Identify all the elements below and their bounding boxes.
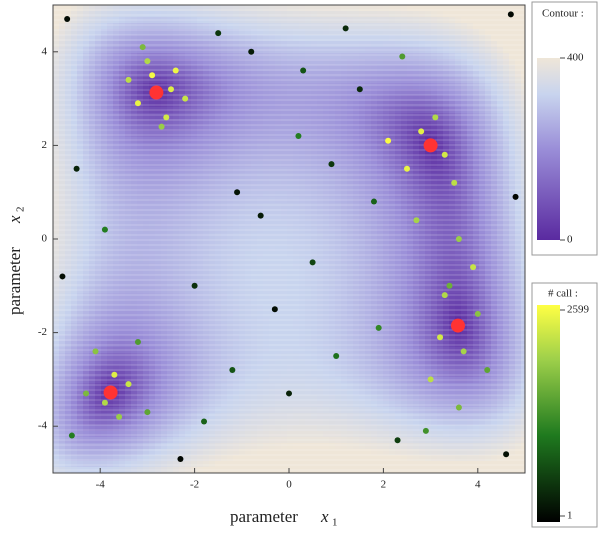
sample-point xyxy=(328,161,334,167)
y-axis-label: parameter xyxy=(5,247,24,315)
sample-point xyxy=(395,437,401,443)
sample-point xyxy=(404,166,410,172)
sample-point xyxy=(64,16,70,22)
sample-point xyxy=(168,86,174,92)
minimum-point xyxy=(424,138,438,152)
sample-point xyxy=(413,217,419,223)
sample-point xyxy=(149,72,155,78)
contour-colorbar xyxy=(537,58,560,240)
sample-point xyxy=(428,376,434,382)
sample-point xyxy=(513,194,519,200)
calls-legend-title: # call : xyxy=(548,288,578,300)
sample-point xyxy=(470,264,476,270)
sample-point xyxy=(286,390,292,396)
sample-point xyxy=(201,419,207,425)
sample-point xyxy=(126,381,132,387)
sample-point xyxy=(385,138,391,144)
sample-point xyxy=(135,339,141,345)
x-tick-label: 4 xyxy=(475,479,481,491)
sample-point xyxy=(135,100,141,106)
sample-point xyxy=(503,451,509,457)
sample-point xyxy=(116,414,122,420)
x-tick-label: -4 xyxy=(96,479,106,491)
sample-point xyxy=(102,400,108,406)
minimum-point xyxy=(451,319,465,333)
sample-point xyxy=(484,367,490,373)
sample-point xyxy=(376,325,382,331)
sample-point xyxy=(111,372,117,378)
sample-point xyxy=(258,213,264,219)
sample-point xyxy=(102,227,108,233)
y-tick-label: 4 xyxy=(42,45,48,57)
sample-point xyxy=(442,292,448,298)
sample-point xyxy=(371,199,377,205)
x-axis-var: x xyxy=(320,507,329,526)
sample-point xyxy=(418,128,424,134)
sample-point xyxy=(432,114,438,120)
sample-point xyxy=(475,311,481,317)
sample-point xyxy=(300,68,306,74)
sample-point xyxy=(234,189,240,195)
sample-point xyxy=(144,58,150,64)
sample-point xyxy=(343,25,349,31)
sample-point xyxy=(173,68,179,74)
sample-point xyxy=(163,114,169,120)
sample-point xyxy=(83,390,89,396)
colorbar-tick-label: 400 xyxy=(567,52,584,64)
x-tick-label: -2 xyxy=(190,479,199,491)
sample-point xyxy=(177,456,183,462)
sample-point xyxy=(456,404,462,410)
sample-point xyxy=(333,353,339,359)
sample-point xyxy=(461,348,467,354)
sample-point xyxy=(182,96,188,102)
sample-point xyxy=(423,428,429,434)
sample-point xyxy=(451,180,457,186)
x-tick-label: 2 xyxy=(381,479,387,491)
sample-point xyxy=(159,124,165,130)
sample-point xyxy=(140,44,146,50)
x-tick-label: 0 xyxy=(286,479,292,491)
minimum-point xyxy=(149,86,163,100)
minimum-point xyxy=(104,386,118,400)
sample-point xyxy=(74,166,80,172)
sample-point xyxy=(272,306,278,312)
colorbar-tick-label: 1 xyxy=(567,510,573,522)
sample-point xyxy=(399,53,405,59)
sample-point xyxy=(446,283,452,289)
sample-point xyxy=(248,49,254,55)
sample-point xyxy=(357,86,363,92)
sample-point xyxy=(437,334,443,340)
sample-point xyxy=(508,11,514,17)
sample-point xyxy=(92,348,98,354)
y-tick-label: -4 xyxy=(38,420,48,432)
y-axis-var: x xyxy=(5,215,24,224)
sample-point xyxy=(69,433,75,439)
y-axis-sub: 2 xyxy=(15,207,27,213)
sample-point xyxy=(310,259,316,265)
sample-point xyxy=(144,409,150,415)
sample-point xyxy=(456,236,462,242)
sample-point xyxy=(295,133,301,139)
sample-point xyxy=(126,77,132,83)
y-tick-label: 0 xyxy=(42,233,48,245)
y-tick-label: 2 xyxy=(42,139,48,151)
x-axis-sub: 1 xyxy=(332,517,338,529)
sample-point xyxy=(192,283,198,289)
y-tick-label: -2 xyxy=(38,326,47,338)
sample-point xyxy=(442,152,448,158)
calls-colorbar xyxy=(537,305,560,522)
contour-legend-title: Contour : xyxy=(542,8,584,20)
colorbar-tick-label: 2599 xyxy=(567,304,590,316)
colorbar-tick-label: 0 xyxy=(567,234,573,246)
sample-point xyxy=(215,30,221,36)
sample-point xyxy=(59,273,65,279)
x-axis-label: parameter xyxy=(230,507,298,526)
sample-point xyxy=(229,367,235,373)
